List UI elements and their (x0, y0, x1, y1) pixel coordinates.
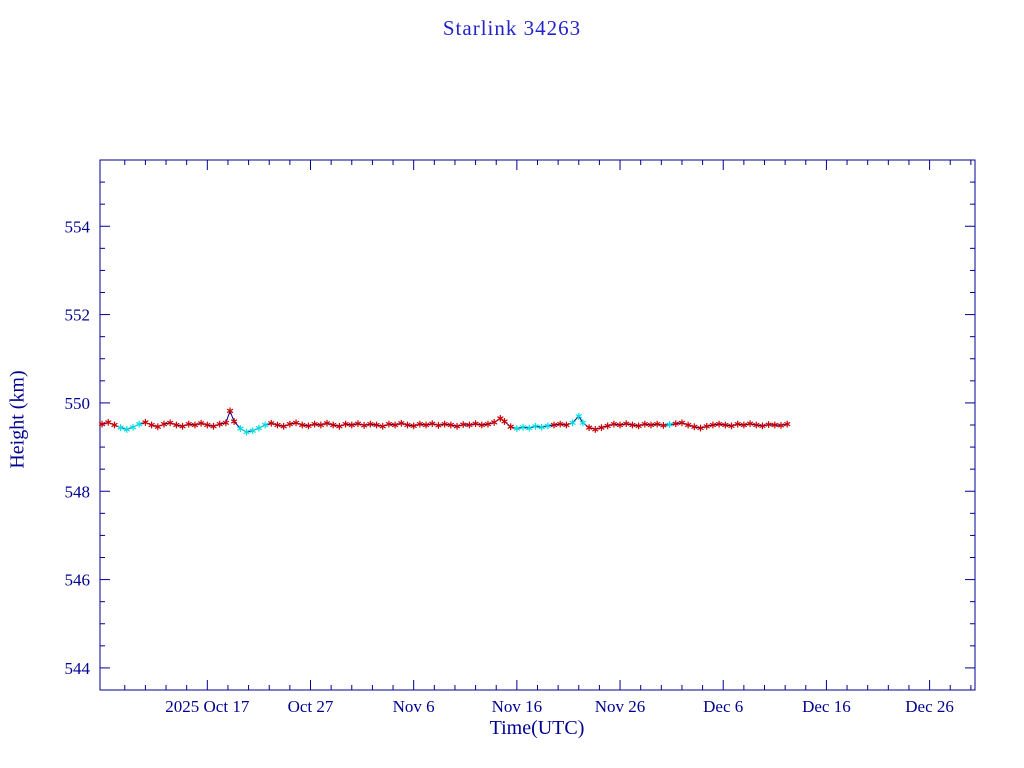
svg-text:2025 Oct 17: 2025 Oct 17 (165, 697, 250, 716)
svg-text:548: 548 (65, 482, 91, 501)
svg-text:Nov 6: Nov 6 (393, 697, 435, 716)
x-axis-label: Time(UTC) (489, 717, 585, 739)
svg-text:Oct 27: Oct 27 (288, 697, 334, 716)
svg-text:550: 550 (65, 394, 91, 413)
svg-text:Nov 16: Nov 16 (492, 697, 543, 716)
svg-text:Dec 6: Dec 6 (703, 697, 743, 716)
chart-title: Starlink 34263 (442, 16, 582, 40)
svg-text:Nov 26: Nov 26 (595, 697, 646, 716)
svg-text:544: 544 (65, 659, 91, 678)
svg-text:546: 546 (65, 571, 91, 590)
svg-text:Dec 26: Dec 26 (905, 697, 954, 716)
svg-text:554: 554 (65, 217, 91, 236)
svg-text:552: 552 (65, 306, 91, 325)
svg-text:Dec 16: Dec 16 (802, 697, 851, 716)
